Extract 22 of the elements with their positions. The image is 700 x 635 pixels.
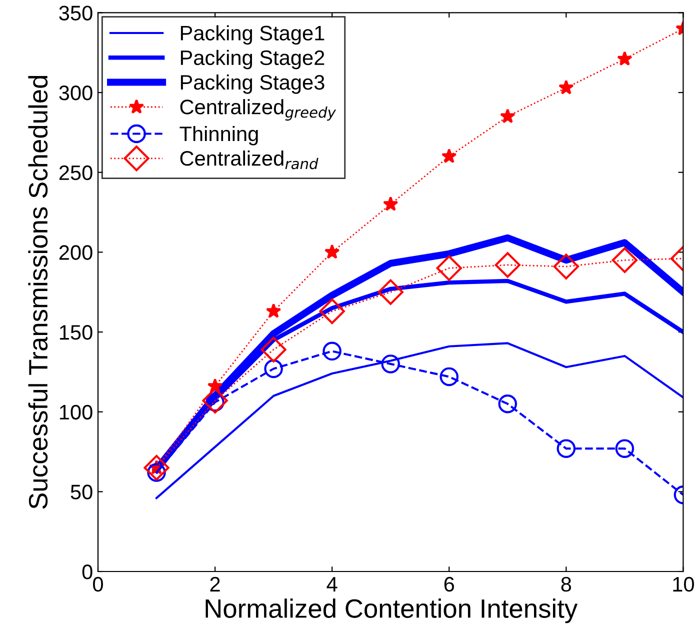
x-tick-label: 10 — [673, 576, 694, 592]
y-tick-label: 250 — [59, 165, 92, 180]
y-tick-label: 350 — [59, 6, 92, 20]
x-axis-title: Normalized Contention Intensity — [206, 598, 578, 624]
y-tick-label: 200 — [59, 245, 92, 260]
x-tick-label: 8 — [561, 576, 572, 592]
legend-label: Centralized$_{greedy}$ — [180, 99, 336, 121]
y-tick-label: 0 — [82, 564, 92, 580]
y-tick-label: 150 — [60, 325, 92, 340]
x-tick-label: 0 — [93, 576, 103, 592]
y-tick-label: 100 — [60, 404, 92, 420]
x-tick-label: 6 — [444, 576, 454, 592]
legend-label: Centralized$_{rand}$ — [180, 150, 318, 170]
legend-label: Thinning — [180, 126, 258, 146]
legend-label: Packing Stage2 — [180, 50, 324, 70]
x-tick-label: 2 — [210, 576, 220, 592]
legend-label: Packing Stage3 — [180, 74, 324, 94]
y-axis-title: Successful Transmissions Scheduled — [28, 76, 48, 509]
legend-label: Packing Stage1 — [180, 25, 324, 45]
y-tick-label: 50 — [70, 484, 92, 500]
x-tick-label: 4 — [326, 577, 338, 592]
y-tick-label: 300 — [59, 86, 92, 100]
